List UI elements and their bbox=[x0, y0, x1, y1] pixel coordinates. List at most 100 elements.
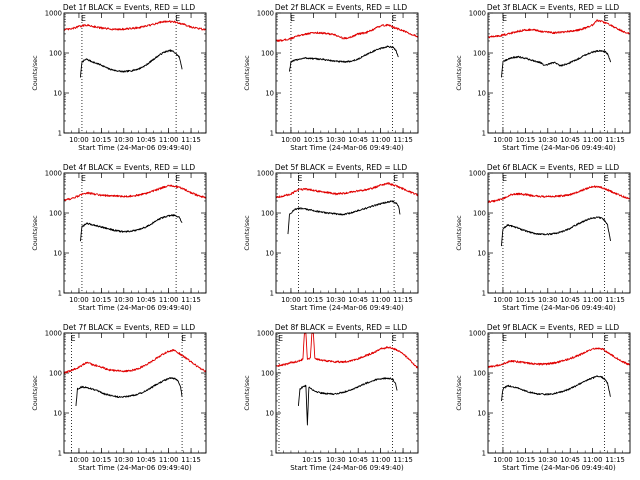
y-tick-label: 1 bbox=[58, 449, 62, 457]
plot-frame bbox=[63, 332, 207, 454]
x-axis-label: Start Time (24-Mar-06 09:49:40) bbox=[502, 144, 616, 152]
events-series-line bbox=[501, 216, 612, 247]
y-tick-label: 1000 bbox=[257, 329, 274, 337]
x-tick-label: 11:00 bbox=[371, 456, 391, 464]
x-tick-label: 10:15 bbox=[92, 136, 112, 144]
y-tick-label: 1000 bbox=[257, 169, 274, 177]
plot-frame bbox=[487, 12, 631, 134]
x-tick-label: 10:00 bbox=[493, 296, 513, 304]
y-axis-label: Counts/sec bbox=[455, 55, 463, 91]
event-marker-label: E bbox=[278, 334, 283, 343]
x-tick-label: 10:30 bbox=[538, 456, 558, 464]
plot-frame bbox=[487, 332, 631, 454]
x-tick-label: 11:15 bbox=[605, 456, 625, 464]
x-tick-label: 10:15 bbox=[516, 456, 536, 464]
x-axis-label: Start Time (24-Mar-06 09:49:40) bbox=[502, 464, 616, 472]
x-tick-label: 11:15 bbox=[393, 456, 413, 464]
y-tick-label: 1000 bbox=[45, 329, 62, 337]
panel-title: Det 7f BLACK = Events, RED = LLD bbox=[63, 323, 196, 332]
event-marker-label: E bbox=[392, 14, 397, 23]
panel-det-6: Det 6f BLACK = Events, RED = LLD 1 10 100 10… bbox=[455, 163, 631, 312]
y-axis-label: Counts/sec bbox=[455, 215, 463, 251]
lld-series-line bbox=[63, 184, 207, 201]
y-axis-label: Counts/sec bbox=[243, 55, 251, 91]
x-axis-label: Start Time (24-Mar-06 09:49:40) bbox=[290, 144, 404, 152]
x-tick-label: 10:00 bbox=[281, 296, 301, 304]
lld-series-line bbox=[63, 20, 207, 31]
y-tick-label: 10 bbox=[265, 409, 274, 417]
y-axis-label: Counts/sec bbox=[31, 215, 39, 251]
x-axis-label: Start Time (24-Mar-06 09:49:40) bbox=[290, 464, 404, 472]
y-tick-label: 1 bbox=[482, 129, 486, 137]
x-tick-label: 11:00 bbox=[371, 136, 391, 144]
event-marker-label: E bbox=[297, 174, 302, 183]
x-tick-label: 11:00 bbox=[583, 296, 603, 304]
x-tick-label: 10:30 bbox=[538, 296, 558, 304]
y-tick-label: 100 bbox=[49, 369, 62, 377]
events-series-line bbox=[297, 377, 398, 426]
x-axis-label: Start Time (24-Mar-06 09:49:40) bbox=[78, 464, 192, 472]
event-marker-label: E bbox=[502, 14, 507, 23]
y-tick-label: 1 bbox=[270, 289, 274, 297]
panel-title: Det 4f BLACK = Events, RED = LLD bbox=[63, 163, 196, 172]
y-tick-label: 10 bbox=[53, 409, 62, 417]
x-tick-label: 10:15 bbox=[304, 136, 324, 144]
x-tick-label: 11:15 bbox=[181, 296, 201, 304]
y-tick-label: 1 bbox=[58, 129, 62, 137]
x-tick-label: 11:00 bbox=[159, 136, 179, 144]
event-marker-label: E bbox=[393, 174, 398, 183]
x-tick-label: 10:15 bbox=[302, 456, 322, 464]
x-tick-label: 10:45 bbox=[348, 136, 368, 144]
event-marker-label: E bbox=[604, 334, 609, 343]
y-tick-label: 10 bbox=[53, 89, 62, 97]
y-axis-label: Counts/sec bbox=[455, 375, 463, 411]
x-tick-label: 11:00 bbox=[371, 296, 391, 304]
events-series-line bbox=[79, 214, 183, 242]
events-series-line bbox=[501, 49, 612, 78]
y-tick-label: 10 bbox=[265, 89, 274, 97]
y-tick-label: 100 bbox=[473, 49, 486, 57]
panel-title: Det 3f BLACK = Events, RED = LLD bbox=[487, 3, 620, 12]
x-tick-label: 10:00 bbox=[493, 456, 513, 464]
x-axis-label: Start Time (24-Mar-06 09:49:40) bbox=[78, 144, 192, 152]
lld-series-line bbox=[487, 347, 631, 369]
y-axis-label: Counts/sec bbox=[243, 215, 251, 251]
x-tick-label: 10:45 bbox=[348, 456, 368, 464]
event-marker-label: E bbox=[175, 14, 180, 23]
x-tick-label: 10:45 bbox=[560, 296, 580, 304]
x-tick-label: 11:15 bbox=[181, 136, 201, 144]
x-tick-label: 10:30 bbox=[114, 456, 134, 464]
lld-series-line bbox=[487, 185, 631, 204]
x-tick-label: 10:45 bbox=[560, 456, 580, 464]
event-marker-label: E bbox=[81, 14, 86, 23]
x-tick-label: 10:00 bbox=[69, 136, 89, 144]
plot-frame bbox=[275, 332, 419, 454]
plot-frame bbox=[275, 12, 419, 134]
plot-frame bbox=[275, 172, 419, 294]
x-tick-label: 10:00 bbox=[69, 456, 89, 464]
event-marker-label: E bbox=[604, 174, 609, 183]
x-tick-label: 11:00 bbox=[159, 296, 179, 304]
x-tick-label: 10:45 bbox=[560, 136, 580, 144]
event-marker-label: E bbox=[392, 334, 397, 343]
lld-series-line bbox=[275, 182, 419, 199]
x-tick-label: 11:15 bbox=[605, 136, 625, 144]
lld-series-line bbox=[487, 19, 631, 39]
x-tick-label: 11:15 bbox=[605, 296, 625, 304]
y-tick-label: 1000 bbox=[469, 329, 486, 337]
panel-det-3: Det 3f BLACK = Events, RED = LLD 1 10 100 10… bbox=[455, 3, 631, 152]
y-tick-label: 1000 bbox=[257, 9, 274, 17]
x-tick-label: 10:15 bbox=[516, 136, 536, 144]
x-tick-label: 10:15 bbox=[516, 296, 536, 304]
y-tick-label: 10 bbox=[53, 249, 62, 257]
x-tick-label: 10:30 bbox=[538, 136, 558, 144]
panel-det-2: Det 2f BLACK = Events, RED = LLD 1 10 100 10… bbox=[243, 3, 419, 152]
events-series-line bbox=[79, 49, 183, 78]
y-axis-label: Counts/sec bbox=[31, 55, 39, 91]
y-tick-label: 1 bbox=[270, 449, 274, 457]
panel-det-4: Det 4f BLACK = Events, RED = LLD 1 10 100 10… bbox=[31, 163, 207, 312]
event-marker-label: E bbox=[502, 174, 507, 183]
y-tick-label: 1000 bbox=[45, 9, 62, 17]
x-tick-label: 10:30 bbox=[114, 296, 134, 304]
event-marker-label: E bbox=[175, 174, 180, 183]
